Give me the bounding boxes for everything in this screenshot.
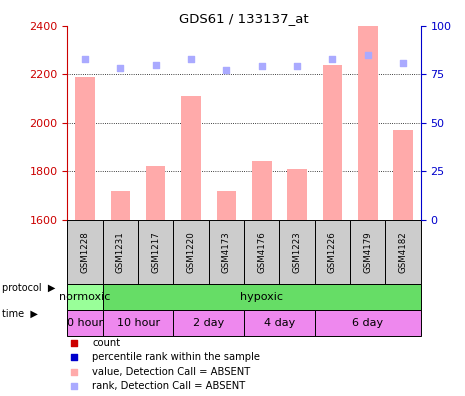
Text: 2 day: 2 day	[193, 318, 225, 328]
Bar	[67, 284, 103, 310]
Text: GSM1231: GSM1231	[116, 231, 125, 273]
Bar	[173, 220, 209, 284]
Bar	[350, 220, 385, 284]
Text: protocol  ▶: protocol ▶	[2, 283, 56, 293]
Text: GSM4179: GSM4179	[363, 231, 372, 273]
Point	[364, 51, 372, 58]
Text: 10 hour: 10 hour	[117, 318, 159, 328]
Text: GSM1217: GSM1217	[151, 231, 160, 273]
Text: GSM1226: GSM1226	[328, 231, 337, 273]
Text: GSM4182: GSM4182	[399, 231, 408, 273]
Text: hypoxic: hypoxic	[240, 292, 283, 302]
Bar	[385, 220, 421, 284]
Point	[223, 67, 230, 74]
Bar	[279, 220, 315, 284]
Point	[399, 59, 407, 66]
Bar	[209, 220, 244, 284]
Bar	[252, 162, 272, 220]
Text: GSM4176: GSM4176	[257, 231, 266, 273]
Text: GSM1228: GSM1228	[80, 231, 90, 273]
Bar	[111, 190, 130, 220]
Point	[117, 65, 124, 72]
Bar	[67, 310, 103, 336]
Text: normoxic: normoxic	[60, 292, 111, 302]
Text: 6 day: 6 day	[352, 318, 383, 328]
Bar	[103, 310, 173, 336]
Point	[81, 55, 89, 62]
Bar	[103, 220, 138, 284]
Bar	[315, 310, 421, 336]
Bar	[138, 220, 173, 284]
Bar	[75, 77, 95, 220]
Point	[187, 55, 195, 62]
Text: rank, Detection Call = ABSENT: rank, Detection Call = ABSENT	[92, 381, 246, 391]
Text: GSM4173: GSM4173	[222, 231, 231, 273]
Bar	[393, 130, 413, 220]
Point	[293, 63, 301, 70]
Bar	[244, 220, 279, 284]
Text: percentile rank within the sample: percentile rank within the sample	[92, 352, 260, 362]
Bar	[287, 169, 307, 220]
Text: GSM1220: GSM1220	[186, 231, 196, 273]
Bar	[358, 26, 378, 220]
Text: value, Detection Call = ABSENT: value, Detection Call = ABSENT	[92, 367, 251, 377]
Bar	[323, 65, 342, 220]
Point	[305, 177, 312, 184]
Title: GDS61 / 133137_at: GDS61 / 133137_at	[179, 11, 309, 25]
Bar	[67, 220, 103, 284]
Bar	[173, 310, 244, 336]
Point	[152, 61, 159, 68]
Text: GSM1223: GSM1223	[292, 231, 302, 273]
Bar	[217, 190, 236, 220]
Text: time  ▶: time ▶	[2, 308, 38, 319]
Bar	[146, 166, 166, 220]
Text: count: count	[92, 338, 120, 348]
Point	[305, 310, 312, 316]
Bar	[244, 310, 315, 336]
Bar	[315, 220, 350, 284]
Bar	[181, 96, 201, 220]
Text: 4 day: 4 day	[264, 318, 295, 328]
Point	[258, 63, 266, 70]
Point	[329, 55, 336, 62]
Point	[305, 45, 312, 51]
Text: 0 hour: 0 hour	[67, 318, 103, 328]
